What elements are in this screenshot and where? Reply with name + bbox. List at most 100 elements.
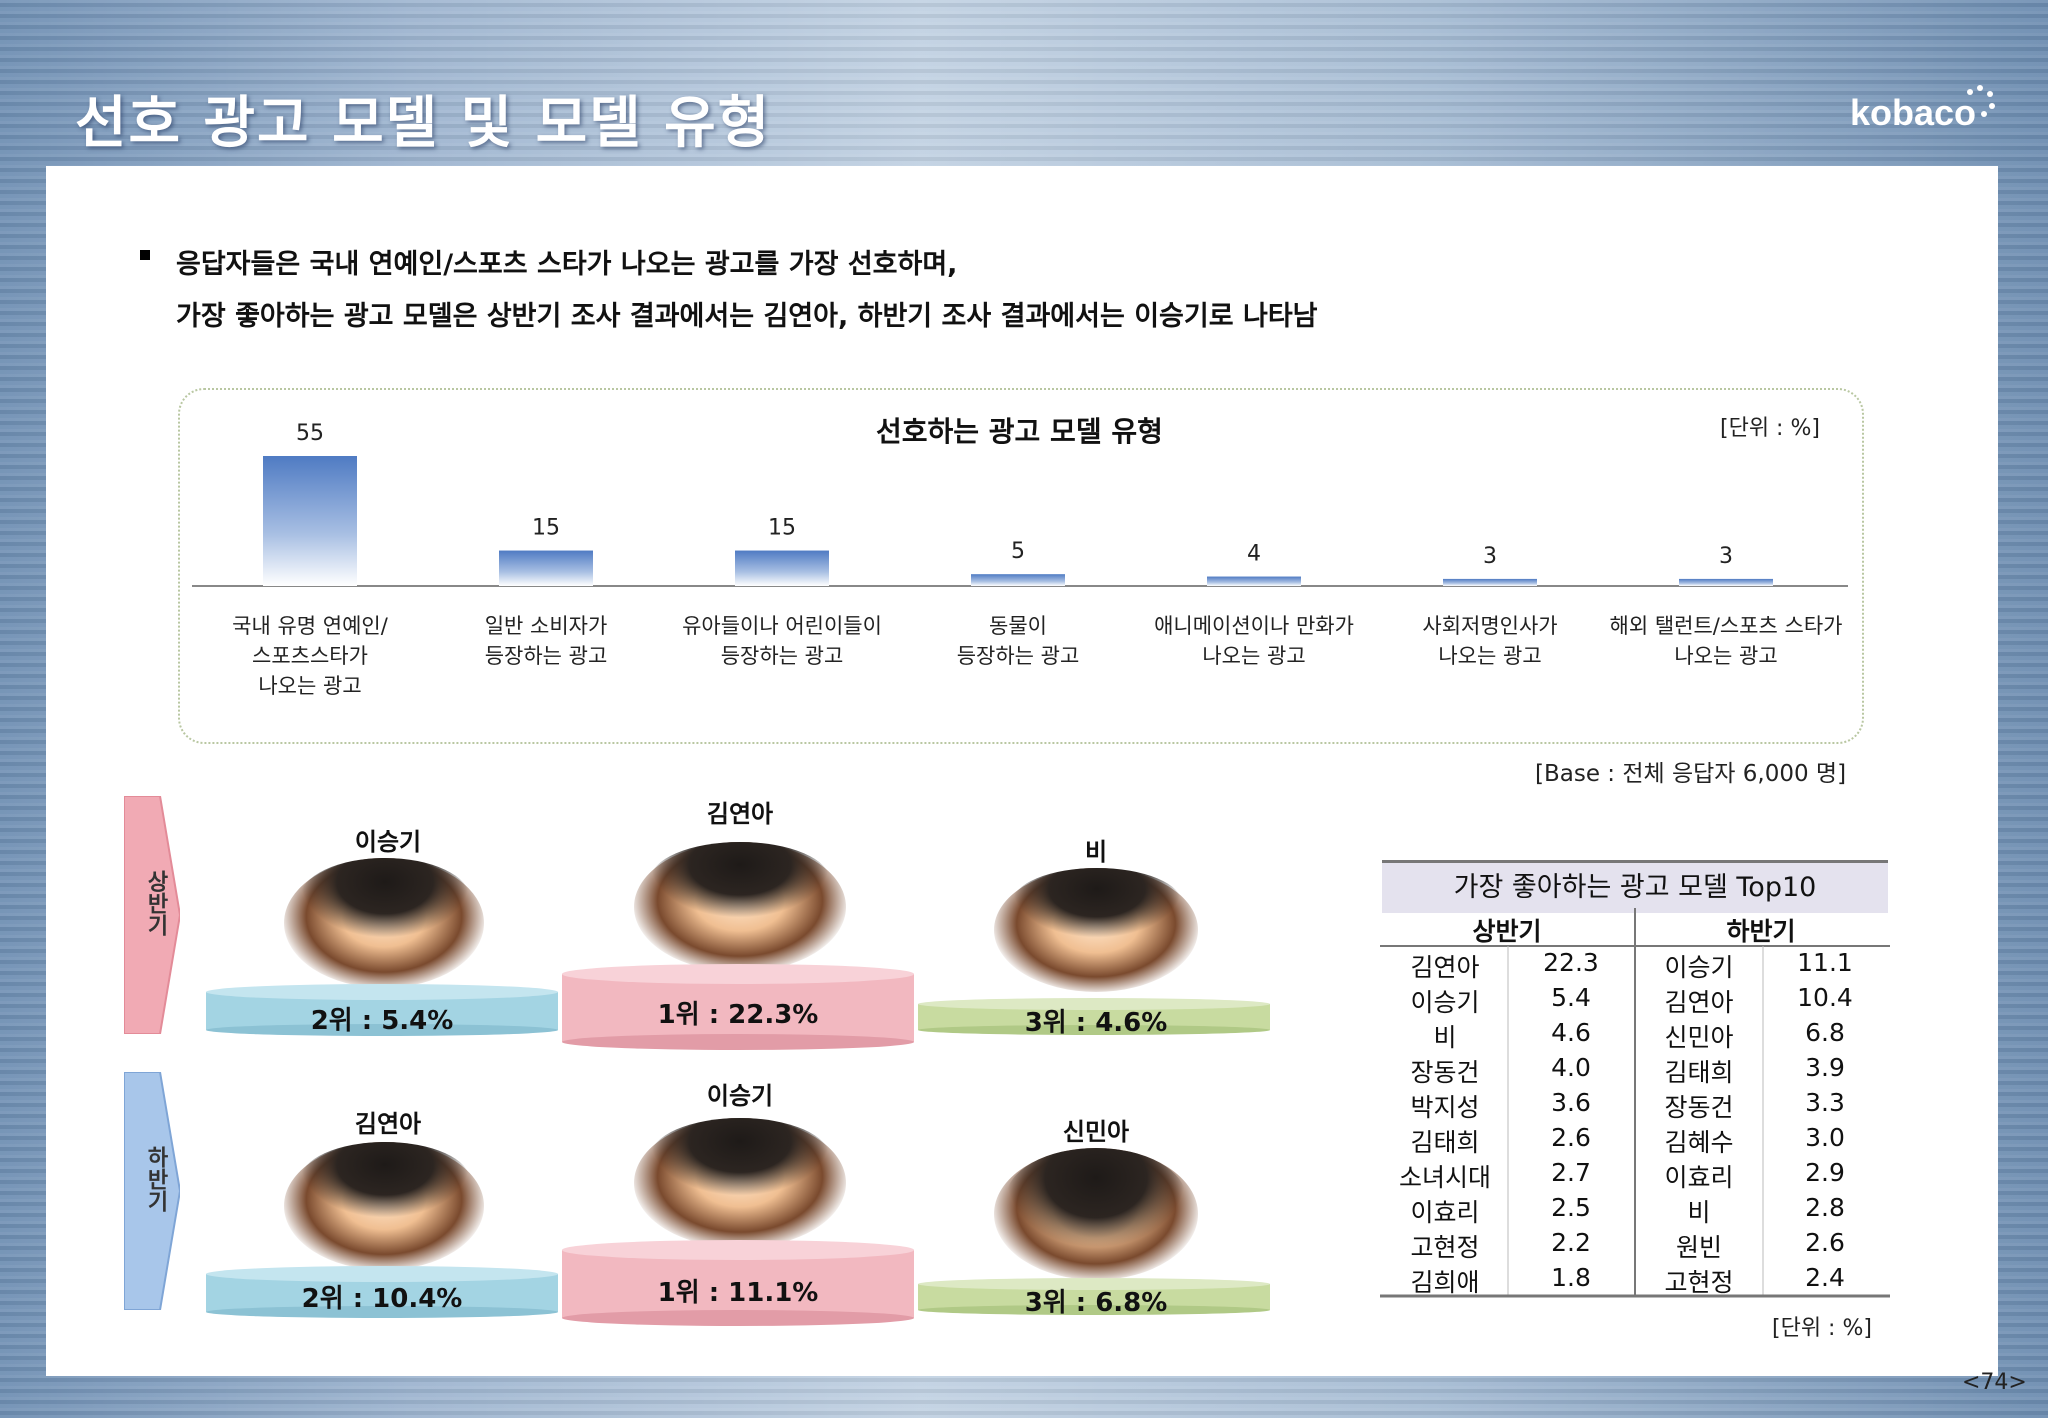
top10-cell-1-0: 이승기 — [1410, 988, 1480, 1017]
top10-cell-8-0: 고현정 — [1410, 1233, 1480, 1262]
category-label-0-2: 나오는 광고 — [258, 674, 361, 698]
bar-0 — [263, 456, 357, 586]
top10-cell-3-3: 3.9 — [1805, 1053, 1845, 1082]
sh-first-hair — [650, 1118, 830, 1196]
top10-cell-2-3: 6.8 — [1805, 1018, 1845, 1047]
top10-cell-9-0: 김희애 — [1410, 1268, 1480, 1297]
top10-cell-7-3: 2.8 — [1805, 1193, 1845, 1222]
category-label-3-0: 동물이 — [989, 614, 1047, 638]
top10-cell-4-0: 박지성 — [1410, 1093, 1480, 1122]
top10-cell-5-0: 김태희 — [1410, 1128, 1480, 1157]
fh-second-rank: 2위 : 5.4% — [310, 1006, 454, 1036]
chart-unit: [단위 : %] — [1720, 416, 1820, 441]
top10-cell-7-1: 2.5 — [1551, 1193, 1591, 1222]
top10-cell-2-0: 비 — [1433, 1023, 1457, 1052]
top10-cell-2-2: 신민아 — [1664, 1023, 1734, 1052]
intro-line-2: 가장 좋아하는 광고 모델은 상반기 조사 결과에서는 김연아, 하반기 조사 … — [176, 301, 1318, 332]
bar-value-label-3: 5 — [1011, 539, 1025, 564]
sh-first-podium — [562, 1240, 914, 1326]
bar-value-label-1: 15 — [532, 516, 560, 541]
top10-cell-9-2: 고현정 — [1664, 1268, 1734, 1297]
sh-second-podium — [206, 1266, 558, 1318]
top10-cell-0-2: 이승기 — [1664, 953, 1734, 982]
top10-cell-8-1: 2.2 — [1551, 1228, 1591, 1257]
second-half-label: 하반기 — [140, 1146, 168, 1212]
sh-second-name: 김연아 — [354, 1110, 422, 1138]
fh-third-name: 비 — [1084, 838, 1108, 866]
top10-cell-7-0: 이효리 — [1410, 1198, 1480, 1227]
category-label-4-1: 나오는 광고 — [1202, 644, 1305, 668]
fh-second-hair — [300, 858, 470, 938]
top10-cell-0-0: 김연아 — [1410, 953, 1480, 982]
category-label-5-0: 사회저명인사가 — [1422, 614, 1557, 638]
bar-value-label-6: 3 — [1719, 544, 1733, 569]
first-half-label-text: 상반기 — [143, 870, 168, 936]
bar-1 — [499, 550, 593, 586]
category-label-3-1: 등장하는 광고 — [957, 644, 1080, 668]
chart-frame — [178, 388, 1864, 744]
top10-cell-6-3: 2.9 — [1805, 1158, 1845, 1187]
top10-grid — [1380, 908, 1890, 1298]
bar-value-label-0: 55 — [296, 421, 324, 446]
category-label-2-0: 유아들이나 어린이들이 — [682, 614, 882, 638]
top10-header-first-half: 상반기 — [1472, 917, 1542, 946]
top10-cell-5-2: 김혜수 — [1664, 1128, 1734, 1157]
first-half-label: 상반기 — [140, 870, 168, 936]
top10-cell-4-1: 3.6 — [1551, 1088, 1591, 1117]
bar-value-label-2: 15 — [768, 516, 796, 541]
logo-dots-icon — [1967, 85, 1995, 117]
category-label-4-0: 애니메이션이나 만화가 — [1154, 614, 1354, 638]
category-label-2-1: 등장하는 광고 — [721, 644, 844, 668]
top10-cell-8-3: 2.6 — [1805, 1228, 1845, 1257]
top10-cell-6-1: 2.7 — [1551, 1158, 1591, 1187]
top10-cell-1-3: 10.4 — [1797, 983, 1853, 1012]
sh-first-name: 이승기 — [706, 1082, 774, 1110]
top10-cell-0-1: 22.3 — [1543, 948, 1599, 977]
bar-4 — [1207, 576, 1301, 586]
sh-first-rank: 1위 : 11.1% — [657, 1278, 819, 1308]
top10-cell-3-2: 김태희 — [1664, 1058, 1734, 1087]
sh-third-hair — [1006, 1148, 1186, 1248]
bar-value-label-4: 4 — [1247, 542, 1261, 567]
top10-cell-6-2: 이효리 — [1664, 1163, 1734, 1192]
top10-cell-7-2: 비 — [1687, 1198, 1711, 1227]
top10-cell-6-0: 소녀시대 — [1398, 1163, 1491, 1192]
fh-third-hair — [1012, 868, 1182, 938]
sh-third-podium — [918, 1278, 1270, 1315]
top10-cell-3-1: 4.0 — [1551, 1053, 1591, 1082]
bar-6 — [1679, 578, 1773, 586]
fh-third-rank: 3위 : 4.6% — [1024, 1008, 1168, 1038]
second-half-label-text: 하반기 — [143, 1146, 168, 1212]
top10-cell-0-3: 11.1 — [1797, 948, 1853, 977]
fh-second-podium — [206, 984, 558, 1036]
page-title: 선호 광고 모델 및 모델 유형 — [75, 91, 772, 156]
category-label-6-1: 나오는 광고 — [1674, 644, 1777, 668]
top10-cell-4-2: 장동건 — [1664, 1093, 1734, 1122]
kobaco-logo: kobaco — [1850, 92, 1977, 133]
top10-unit: [단위 : %] — [1772, 1316, 1872, 1341]
fh-second-name: 이승기 — [354, 828, 422, 856]
top10-title: 가장 좋아하는 광고 모델 Top10 — [1382, 860, 1888, 913]
bar-3 — [971, 574, 1065, 586]
fh-first-podium — [562, 964, 914, 1050]
intro-line-1: 응답자들은 국내 연예인/스포츠 스타가 나오는 광고를 가장 선호하며, — [176, 249, 958, 280]
top10-cell-5-3: 3.0 — [1805, 1123, 1845, 1152]
category-label-1-1: 등장하는 광고 — [485, 644, 608, 668]
category-label-6-0: 해외 탤런트/스포츠 스타가 — [1610, 614, 1843, 638]
top10-header-second-half: 하반기 — [1726, 917, 1796, 946]
chart-title: 선호하는 광고 모델 유형 — [876, 415, 1163, 448]
top10-cell-9-1: 1.8 — [1551, 1263, 1591, 1292]
top10-cell-5-1: 2.6 — [1551, 1123, 1591, 1152]
category-label-1-0: 일반 소비자가 — [485, 614, 608, 638]
category-label-5-1: 나오는 광고 — [1438, 644, 1541, 668]
top10-cell-2-1: 4.6 — [1551, 1018, 1591, 1047]
sh-second-rank: 2위 : 10.4% — [301, 1284, 463, 1314]
top10-cell-3-0: 장동건 — [1410, 1058, 1480, 1087]
bullet-icon — [140, 250, 150, 260]
category-label-0-1: 스포츠스타가 — [252, 644, 368, 668]
sh-third-rank: 3위 : 6.8% — [1024, 1288, 1168, 1318]
category-label-0-0: 국내 유명 연예인/ — [232, 614, 389, 638]
sh-second-hair — [300, 1142, 470, 1218]
fh-first-hair — [650, 842, 830, 918]
